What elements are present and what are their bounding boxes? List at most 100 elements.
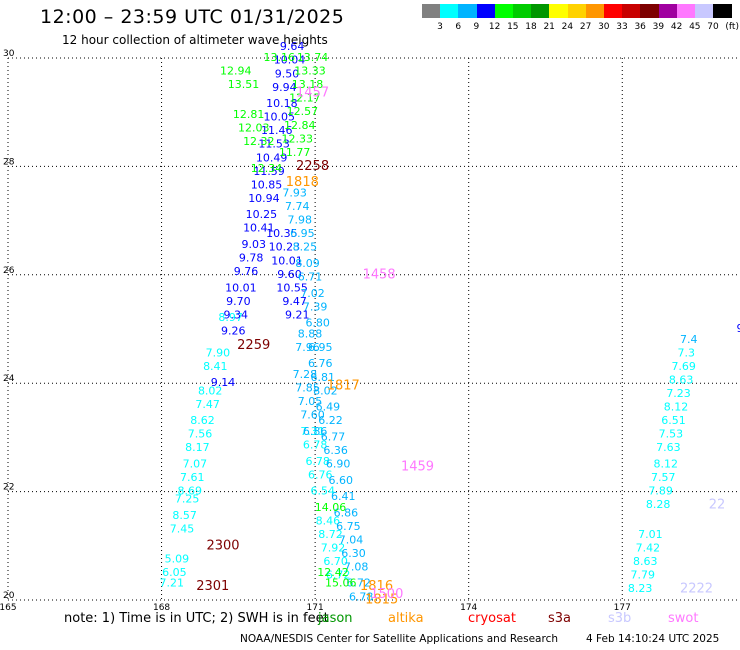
pass-time-label: 2222	[680, 582, 713, 597]
wave-height-label: 9.47	[282, 295, 307, 308]
wave-height-label: 6.81	[311, 371, 336, 384]
x-tick-label: 165	[0, 603, 17, 613]
scale-swatch	[440, 4, 460, 18]
wave-height-label: 7.89	[648, 485, 673, 498]
scale-swatch	[494, 4, 514, 18]
pass-time-label: 2301	[196, 579, 229, 594]
axis-ticks: 20 22 24 26 28 30 165 168 171 174 177	[0, 49, 631, 613]
wave-height-label: 8.12	[664, 401, 689, 414]
y-tick-label: 26	[3, 266, 15, 276]
wave-height-label: 8.41	[203, 360, 228, 373]
wave-height-label: 10.41	[243, 222, 275, 235]
scale-swatch	[640, 4, 660, 18]
wave-height-label: 6.41	[331, 490, 356, 503]
x-tick-label: 168	[153, 603, 170, 613]
y-tick-label: 22	[3, 483, 14, 493]
pass-time-label: 1816	[360, 579, 393, 594]
wave-height-label: 7.45	[170, 523, 195, 536]
wave-height-label: 6.70	[323, 555, 348, 568]
wave-height-label: 8.63	[633, 555, 658, 568]
scale-swatch	[622, 4, 642, 18]
scale-swatch	[458, 4, 478, 18]
wave-height-label: 8.25	[293, 241, 318, 254]
wave-height-label: 15.06	[325, 577, 357, 590]
y-tick-label: 30	[3, 49, 15, 59]
wave-height-label: 9.78	[239, 252, 264, 265]
wave-height-label: 8.09	[295, 257, 320, 270]
wave-height-label: 7.92	[321, 542, 346, 555]
wave-height-label: 8.28	[646, 498, 671, 511]
wave-height-label: 9.21	[285, 308, 310, 321]
chart-title: 12:00 – 23:59 UTC 01/31/2025	[40, 6, 345, 28]
legend-item-cryosat: cryosat	[468, 611, 516, 626]
wave-height-label: 5.09	[165, 552, 190, 565]
footnote: note: 1) Time is in UTC; 2) SWH is in fe…	[64, 611, 329, 626]
scale-label: 3	[437, 22, 443, 32]
wave-height-label: 6.76	[308, 357, 333, 370]
wave-height-label: 12.33	[281, 132, 313, 145]
wave-height-label: 6.86	[303, 425, 328, 438]
wave-height-label: 7.69	[671, 360, 696, 373]
legend-item-jason: jason	[318, 611, 353, 626]
wave-height-label: 6.72	[326, 569, 351, 582]
scale-label: 30	[598, 22, 610, 32]
wave-height-label: 10.18	[266, 97, 298, 110]
wave-height-label: 8.72	[318, 528, 343, 541]
wave-height-label: 12.34	[251, 162, 283, 175]
y-tick-label: 28	[3, 157, 15, 167]
wave-height-label: 7.96	[295, 341, 320, 354]
wave-height-label: 12.03	[238, 121, 270, 134]
wave-height-label: 7.08	[344, 560, 369, 573]
wave-height-label: 6.75	[336, 520, 361, 533]
wave-height-label: 14.06	[315, 501, 347, 514]
wave-height-label: 12.32	[243, 135, 275, 148]
scale-swatch	[585, 4, 605, 18]
wave-height-label: 9.94	[272, 81, 297, 94]
wave-height-label: 8.23	[628, 582, 653, 595]
wave-height-label: 9.26	[221, 325, 246, 338]
wave-height-label: 8.12	[654, 458, 679, 471]
wave-height-label: 7.79	[630, 569, 655, 582]
legend-item-swot: swot	[668, 611, 699, 626]
wave-height-label: 13.74	[297, 51, 329, 64]
wave-height-label: 10.01	[225, 281, 257, 294]
wave-height-label: 7.28	[293, 368, 318, 381]
wave-height-label: 6.80	[305, 317, 330, 330]
x-tick-label: 177	[614, 603, 631, 613]
wave-height-label: 8.46	[316, 514, 341, 527]
pass-time-label: 1815	[365, 593, 398, 608]
wave-height-label: 6.90	[326, 458, 351, 471]
wave-height-label: 10.85	[251, 178, 283, 191]
wave-height-label: 11.77	[279, 146, 311, 159]
pass-time-label: 1500	[370, 587, 403, 602]
wave-height-label: 9.03	[241, 238, 266, 251]
wave-height-label: 13.18	[292, 78, 324, 91]
wave-height-label: 8.02	[198, 384, 223, 397]
wave-height-label: 6.76	[308, 468, 333, 481]
wave-height-label: 7.31	[300, 425, 325, 438]
scale-swatch	[713, 4, 733, 18]
pass-time-label: 2300	[206, 538, 239, 553]
wave-height-label: 6.77	[321, 430, 346, 443]
wave-height-label: 8.69	[177, 485, 202, 498]
scale-label: 39	[652, 22, 665, 32]
wave-height-label: 9.70	[226, 295, 251, 308]
generation-timestamp: 4 Feb 14:10:24 UTC 2025	[586, 633, 720, 645]
scale-label: 18	[525, 22, 537, 32]
scale-label: 9	[473, 22, 480, 32]
scale-label: 36	[634, 22, 646, 32]
wave-height-label: 7.60	[300, 409, 325, 422]
scale-label: 33	[616, 22, 628, 32]
wave-height-label: 10.49	[256, 151, 288, 164]
scale-label: 42	[670, 22, 683, 32]
wave-height-label: 7.01	[638, 528, 663, 541]
wave-height-label: 12.84	[284, 119, 316, 132]
data-labels: 7.216.055.09 7.458.57 7.258.697.617.07 8.17…	[160, 40, 740, 607]
pass-time-label: 2258	[296, 159, 329, 174]
wave-height-label: 7.05	[298, 395, 323, 408]
wave-height-label: 9.50	[275, 67, 300, 80]
wave-height-label: 6.51	[661, 414, 686, 427]
scale-label: 27	[579, 22, 592, 32]
scale-label: 21	[543, 22, 555, 32]
wave-height-label: 12.81	[233, 108, 265, 121]
